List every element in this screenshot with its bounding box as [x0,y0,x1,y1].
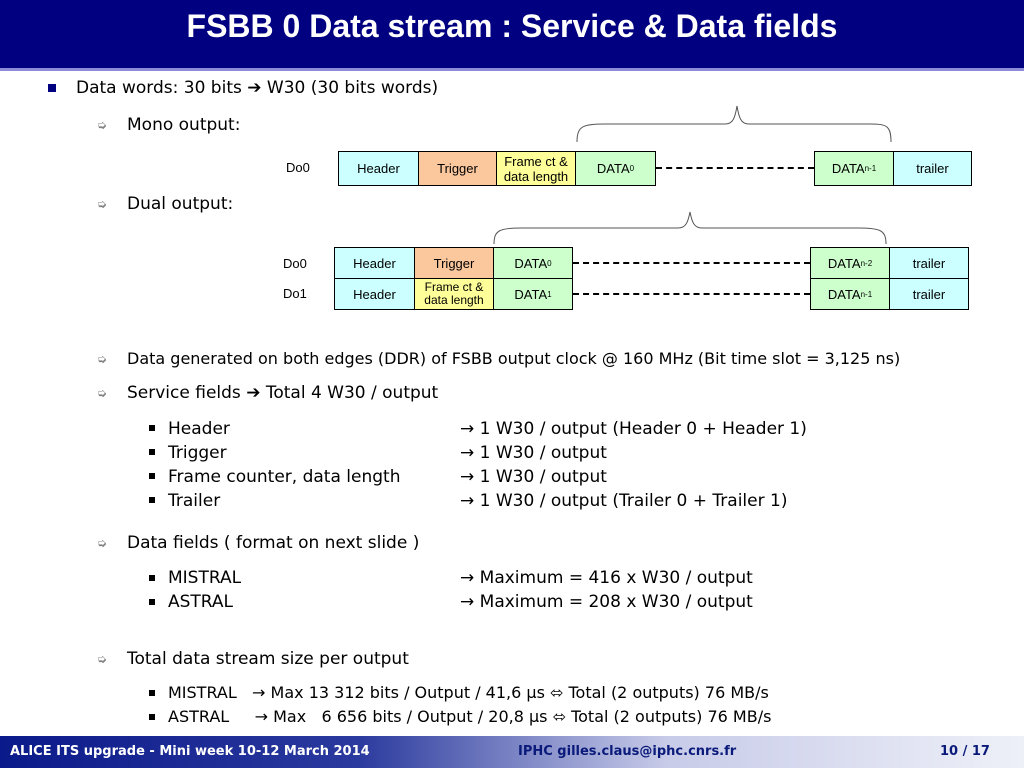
bullet-square-icon [149,497,155,503]
bullet-square-icon [149,714,155,720]
data-subscript: 1 [547,289,552,299]
data-length-text: data length [503,168,569,184]
data-1-cell: DATA 1 [493,278,573,310]
trigger-cell: Trigger [418,151,497,186]
service-fields-label: Service fields [127,383,241,403]
data-fields-line: Data fields ( format on next slide ) [127,533,420,553]
data-length-text: data length [424,293,484,307]
data-n-2-cell: DATA n-2 [810,247,890,279]
data-text: DATA [831,161,865,176]
frame-ct-text: Frame ct & [504,153,568,169]
data-item-value: → Maximum = 208 x W30 / output [460,592,753,612]
do0-label: Do0 [286,160,310,175]
bullet-square-icon [48,84,56,92]
arrow-right-icon: ➔ [247,78,262,98]
arrow-right-icon: ➔ [246,383,261,403]
sub-bullet-arrow-icon: ➭ [97,386,108,400]
footer-bar [0,736,1024,768]
data-words-value: W30 (30 bits words) [266,78,439,98]
dual-brace [493,211,887,245]
service-item-label: Frame counter, data length [168,467,401,487]
service-item-value: → 1 W30 / output [460,467,607,487]
mono-output-label: Mono output: [127,115,241,135]
title-divider [0,68,1024,71]
do1-label: Do1 [283,286,307,301]
service-item-value: → 1 W30 / output (Trailer 0 + Trailer 1) [460,491,788,511]
data-item-label: ASTRAL [168,592,234,612]
data-subscript: n-1 [864,164,877,173]
page-number: 10 / 17 [940,744,990,759]
data-n-1-cell: DATA n-1 [814,151,894,186]
bullet-square-icon [149,575,155,581]
bullet-square-icon [149,690,155,696]
service-item-value: → 1 W30 / output [460,443,607,463]
dashed-connector [573,293,810,295]
sub-bullet-arrow-icon: ➭ [97,197,108,211]
footer-left-text: ALICE ITS upgrade - Mini week 10-12 Marc… [10,744,370,759]
service-item-value: → 1 W30 / output (Header 0 + Header 1) [460,419,807,439]
title-bar: FSBB 0 Data stream : Service & Data fiel… [0,0,1024,68]
data-n-1-cell: DATA n-1 [810,278,890,310]
mono-brace [576,105,892,143]
header-cell: Header [334,278,415,310]
data-subscript: n-1 [860,289,873,299]
data-text: DATA [827,286,861,302]
data-words-label: Data words: 30 bits [76,78,242,98]
bullet-square-icon [149,449,155,455]
data-text: DATA [827,255,861,271]
trailer-cell: trailer [893,151,972,186]
data-text: DATA [596,161,630,176]
service-fields-value: Total 4 W30 / output [265,383,439,403]
header-cell: Header [334,247,415,279]
footer-center-text: IPHC gilles.claus@iphc.cnrs.fr [518,744,737,759]
service-item-label: Trigger [168,443,227,463]
total-size-line: Total data stream size per output [127,649,409,669]
trailer-cell: trailer [889,247,969,279]
data-subscript: n-2 [860,258,873,268]
data-words-line: Data words: 30 bits ➔ W30 (30 bits words… [76,78,438,98]
data-text: DATA [514,255,548,271]
data-item-label: MISTRAL [168,568,242,588]
total-item: MISTRAL → Max 13 312 bits / Output / 41,… [168,683,769,702]
sub-bullet-arrow-icon: ➭ [97,352,108,366]
sub-bullet-arrow-icon: ➭ [97,118,108,132]
bullet-square-icon [149,599,155,605]
trailer-cell: trailer [889,278,969,310]
data-subscript: 0 [629,164,635,173]
frame-ct-text: Frame ct & [424,280,484,294]
data-item-value: → Maximum = 416 x W30 / output [460,568,753,588]
bullet-square-icon [149,473,155,479]
bullet-square-icon [149,425,155,431]
total-item: ASTRAL → Max 6 656 bits / Output / 20,8 … [168,707,772,726]
dashed-connector [573,262,810,264]
service-item-label: Trailer [168,491,221,511]
ddr-line: Data generated on both edges (DDR) of FS… [127,349,901,368]
sub-bullet-arrow-icon: ➭ [97,536,108,550]
do0-label: Do0 [283,256,307,271]
sub-bullet-arrow-icon: ➭ [97,652,108,666]
data-text: DATA [514,286,548,302]
dual-output-label: Dual output: [127,194,234,214]
page-title: FSBB 0 Data stream : Service & Data fiel… [186,8,838,44]
service-item-label: Header [168,419,230,439]
data-0-cell: DATA 0 [493,247,573,279]
dashed-connector [656,167,814,169]
header-cell: Header [338,151,419,186]
service-fields-line: Service fields ➔ Total 4 W30 / output [127,383,438,403]
trigger-cell: Trigger [414,247,494,279]
data-subscript: 0 [547,258,552,268]
frame-ct-cell: Frame ct & data length [496,151,576,186]
data-0-cell: DATA 0 [575,151,656,186]
frame-ct-cell: Frame ct & data length [414,278,494,310]
